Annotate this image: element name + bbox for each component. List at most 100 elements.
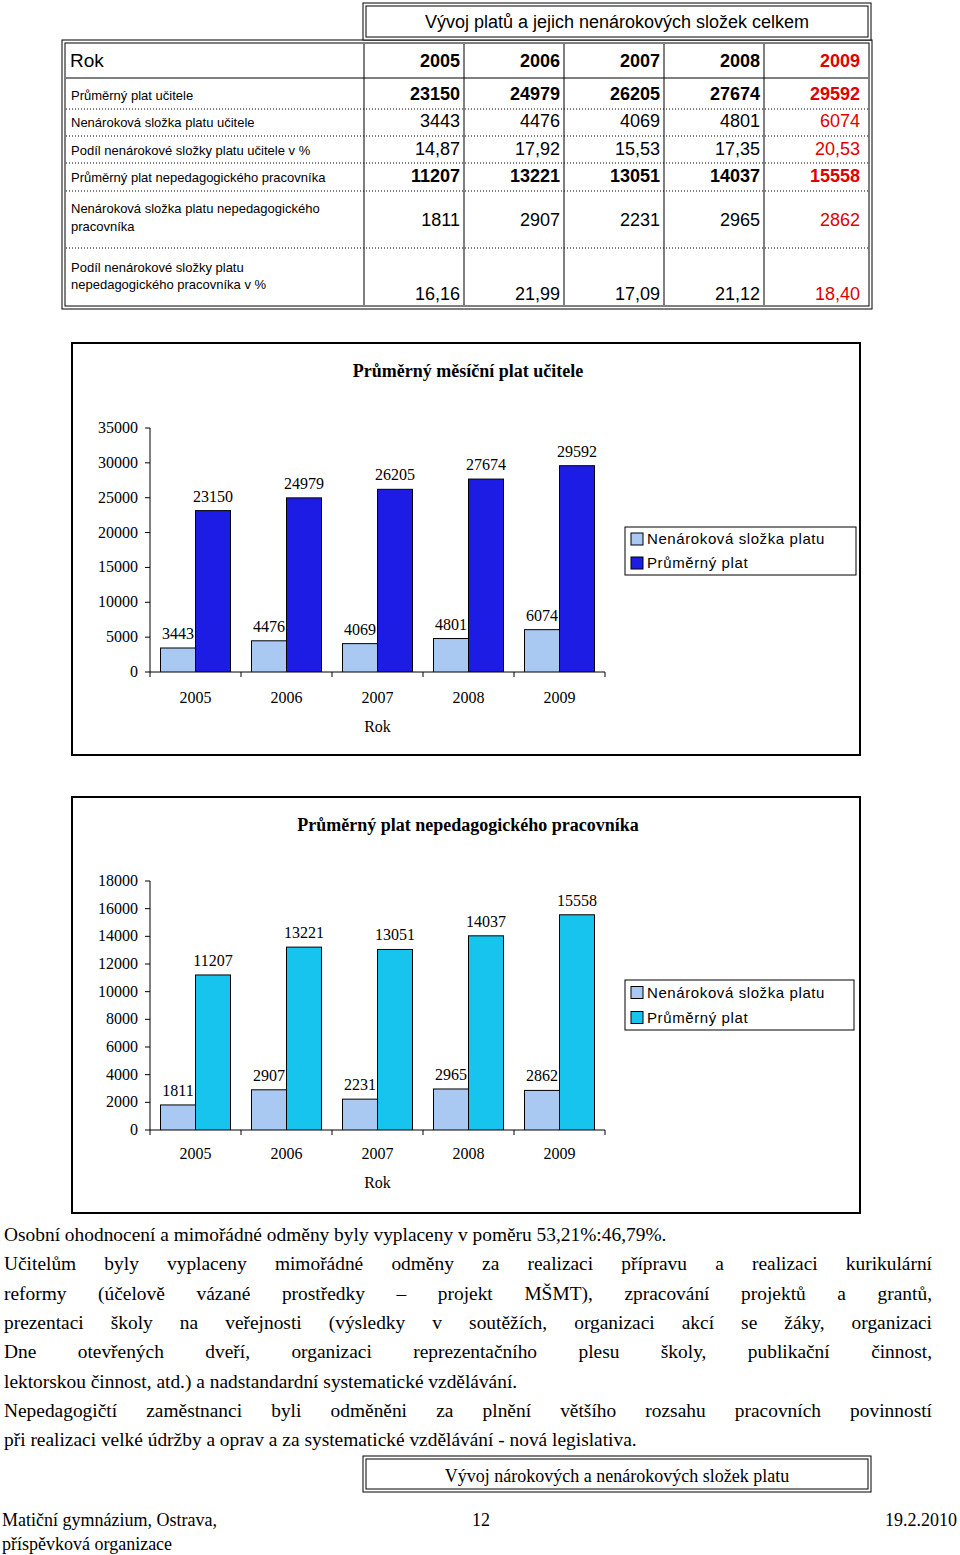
legend-label: Nenároková složka platu [647,530,825,547]
y-tick [145,602,150,603]
x-tick [514,672,515,677]
heading-box-inner [366,1459,868,1489]
paragraph-line: reformy (účelově vázané prostředky – pro… [4,1279,932,1308]
bar [252,1090,287,1130]
cell-value: 29592 [810,84,860,104]
cell-value: 14037 [710,166,760,186]
x-tick-label: 2009 [544,689,576,706]
y-tick [145,1019,150,1020]
legend-label: Nenároková složka platu [647,984,825,1001]
data-label: 2231 [344,1076,376,1093]
x-tick [150,1130,151,1135]
y-tick [145,1047,150,1048]
x-tick [332,672,333,677]
header-cell: Rok [70,50,104,71]
header-cell: 2006 [520,51,560,71]
row-label: Průměrný plat učitele [71,88,193,103]
x-tick-label: 2008 [453,1145,485,1162]
section-heading: Vývoj nárokových a nenárokových složek p… [445,1466,789,1486]
data-label: 1811 [162,1082,193,1099]
bar [560,466,595,672]
cell-value: 15558 [810,166,860,186]
y-axis [150,881,151,1130]
legend-label: Průměrný plat [647,1009,748,1026]
legend-box [625,980,854,1030]
paragraph-line: Dne otevřených dveří, organizaci repreze… [4,1337,932,1366]
cell-value: 2231 [620,210,660,230]
bar [469,479,504,672]
y-tick-label: 14000 [98,927,138,944]
y-tick [145,1074,150,1075]
page: Vývoj platů a jejich nenárokových složek… [0,0,960,1555]
data-label: 13051 [375,926,415,943]
row-separator [66,163,868,164]
data-label: 11207 [193,952,232,969]
title-box [363,3,871,40]
y-tick [145,428,150,429]
y-tick [145,1102,150,1103]
header-cell: 2008 [720,51,760,71]
legend-swatch [631,557,643,569]
bar [252,641,287,672]
bar [378,489,413,672]
x-tick [605,672,606,677]
bar [343,1099,378,1130]
y-tick-label: 12000 [98,955,138,972]
y-tick [145,532,150,533]
y-tick-label: 0 [130,1121,138,1138]
x-tick [241,672,242,677]
row-label: pracovníka [71,219,135,234]
x-tick-label: 2008 [453,689,485,706]
chart-title: Průměrný měsíční plat učitele [353,361,583,381]
row-separator [66,109,868,110]
y-tick [145,567,150,568]
cell-value: 2965 [720,210,760,230]
y-tick-label: 25000 [98,489,138,506]
data-label: 26205 [375,466,415,483]
x-axis-label: Rok [364,718,391,735]
data-label: 3443 [162,625,194,642]
data-label: 14037 [466,913,506,930]
data-label: 4801 [435,616,467,633]
y-tick [145,908,150,909]
data-label: 24979 [284,475,324,492]
x-tick [423,1130,424,1135]
bars [161,915,595,1130]
cell-value: 2862 [820,210,860,230]
row-label: Průměrný plat nepedagogického pracovníka [71,170,326,185]
row-label: nepedagogického pracovníka v % [71,277,267,292]
bar [196,975,231,1130]
y-tick [145,497,150,498]
cell-value: 27674 [710,84,760,104]
x-tick [332,1130,333,1135]
column-border [764,44,765,305]
cell-value: 11207 [411,166,460,186]
row-label: Podíl nenárokové složky platu učitele v … [71,143,311,158]
cell-value: 17,09 [615,284,660,304]
y-tick-label: 0 [130,663,138,680]
legend: Nenároková složka platuPrůměrný plat [625,527,856,575]
cell-value: 13221 [510,166,560,186]
y-tick [145,881,150,882]
data-label: 6074 [526,607,558,624]
bar [287,947,322,1130]
footer-text: příspěvková organizace [2,1534,172,1554]
x-tick-label: 2009 [544,1145,576,1162]
cell-value: 16,16 [415,284,460,304]
table-frame-inner [65,43,869,306]
footer-date: 19.2.2010 [885,1510,957,1530]
bar [469,936,504,1130]
x-tick [423,672,424,677]
cell-value: 17,35 [715,139,760,159]
legend-swatch [631,987,643,999]
legend-swatch [631,1012,643,1024]
cell-value: 6074 [820,111,860,131]
header-cell: 2007 [620,51,660,71]
y-tick [145,637,150,638]
y-tick-label: 16000 [98,900,138,917]
cell-value: 18,40 [815,284,860,304]
cell-value: 1811 [421,210,460,230]
table-frame [62,40,872,309]
row-label: Nenároková složka platu nepedagogického [71,201,320,216]
legend-box [625,527,856,575]
